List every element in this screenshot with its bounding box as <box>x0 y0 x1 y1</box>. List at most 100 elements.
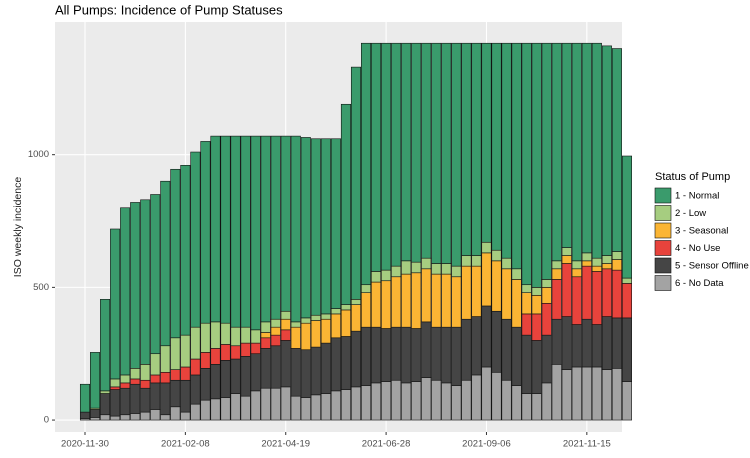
bar-segment <box>621 381 632 421</box>
bar-segment <box>391 379 402 421</box>
bar-segment <box>531 42 542 288</box>
bar-segment <box>250 329 261 344</box>
bar-segment <box>200 399 211 421</box>
bar-segment <box>140 411 151 421</box>
bar-segment <box>240 356 251 397</box>
bar-segment <box>220 322 231 345</box>
bar-segment <box>581 260 592 267</box>
y-tick-label: 500 <box>33 282 49 293</box>
bar-segment <box>300 322 311 351</box>
bar-segment <box>250 135 261 331</box>
bar-segment <box>421 42 432 259</box>
bar-segment <box>310 320 321 348</box>
bar-segment <box>290 321 301 328</box>
bar-segment <box>601 369 612 421</box>
bar-segment <box>521 292 532 315</box>
bar-segment <box>170 337 181 370</box>
bar-segment <box>481 252 492 307</box>
bar-segment <box>521 284 532 293</box>
bar-segment <box>310 314 321 321</box>
chart-title: All Pumps: Incidence of Pump Statuses <box>55 2 283 17</box>
bar-segment <box>461 318 472 381</box>
bar-segment <box>220 135 231 324</box>
bar-segment <box>521 42 532 286</box>
bar-segment <box>280 386 291 421</box>
bar-segment <box>350 386 362 421</box>
bar-segment <box>451 385 462 421</box>
bar-segment <box>611 259 622 271</box>
bar-segment <box>260 321 271 333</box>
bar-segment <box>371 326 382 384</box>
bar-segment <box>591 271 602 325</box>
bar-segment <box>371 382 382 421</box>
bar-segment <box>511 279 522 328</box>
bar-segment <box>471 265 482 317</box>
legend-key <box>654 187 672 204</box>
bar-segment <box>340 389 351 421</box>
bar-segment <box>260 337 271 349</box>
bar-segment <box>561 247 572 256</box>
x-tick-label: 2021-02-08 <box>161 439 210 450</box>
bar-segment <box>270 345 281 389</box>
bar-segment <box>431 273 442 328</box>
bar-segment <box>150 353 161 376</box>
bar-segment <box>140 379 151 389</box>
bar-segment <box>391 265 402 278</box>
bar-segment <box>551 279 562 320</box>
bar-segment <box>361 42 372 286</box>
bar-segment <box>611 368 622 421</box>
legend-key <box>654 240 672 256</box>
bar-segment <box>180 366 191 381</box>
bar-segment <box>451 42 462 267</box>
bar-segment <box>541 334 552 384</box>
bar-segment <box>541 279 552 288</box>
bar-segment <box>611 251 622 260</box>
bar-segment <box>611 269 622 319</box>
bar-segment <box>471 374 482 421</box>
y-tick-label: 1000 <box>28 149 49 160</box>
bar-segment <box>230 135 241 328</box>
bar-segment <box>481 241 492 254</box>
bar-segment <box>441 263 452 275</box>
bar-segment <box>90 352 101 409</box>
bar-segment <box>601 45 612 256</box>
bar-segment <box>200 322 211 353</box>
bar-segment <box>531 313 542 341</box>
bar-segment <box>491 42 502 251</box>
x-tick-label: 2020-11-30 <box>61 439 109 450</box>
bar-segment <box>591 265 602 272</box>
bar-segment <box>150 382 161 410</box>
bar-segment <box>160 371 171 384</box>
bar-segment <box>531 340 542 394</box>
bar-segment <box>481 42 492 243</box>
bar-segment <box>471 255 482 267</box>
bar-segment <box>421 257 432 270</box>
bar-segment <box>290 395 301 421</box>
bar-segment <box>150 374 161 384</box>
bar-segment <box>220 360 231 398</box>
bar-segment <box>290 326 301 349</box>
bar-segment <box>571 366 582 421</box>
bar-segment <box>561 316 572 370</box>
bar-segment <box>130 202 141 369</box>
x-tick-label: 2021-11-15 <box>563 439 611 450</box>
bar-segment <box>491 310 502 373</box>
bar-segment <box>110 389 121 417</box>
bar-segment <box>330 337 341 392</box>
bar-segment <box>280 318 291 331</box>
bar-segment <box>431 263 442 275</box>
bar-segment <box>200 352 211 369</box>
bar-segment <box>481 305 492 368</box>
bar-segment <box>330 308 341 315</box>
legend-key <box>654 257 672 274</box>
bar-segment <box>170 168 181 339</box>
bar-segment <box>561 369 572 421</box>
bar-segment <box>90 417 101 421</box>
bar-segment <box>310 394 321 421</box>
legend-title: Status of Pump <box>655 171 730 183</box>
bar-segment <box>601 316 612 370</box>
bar-segment <box>300 397 311 421</box>
bar-segment <box>361 326 372 386</box>
bar-segment <box>280 135 291 312</box>
bar-segment <box>200 141 211 324</box>
